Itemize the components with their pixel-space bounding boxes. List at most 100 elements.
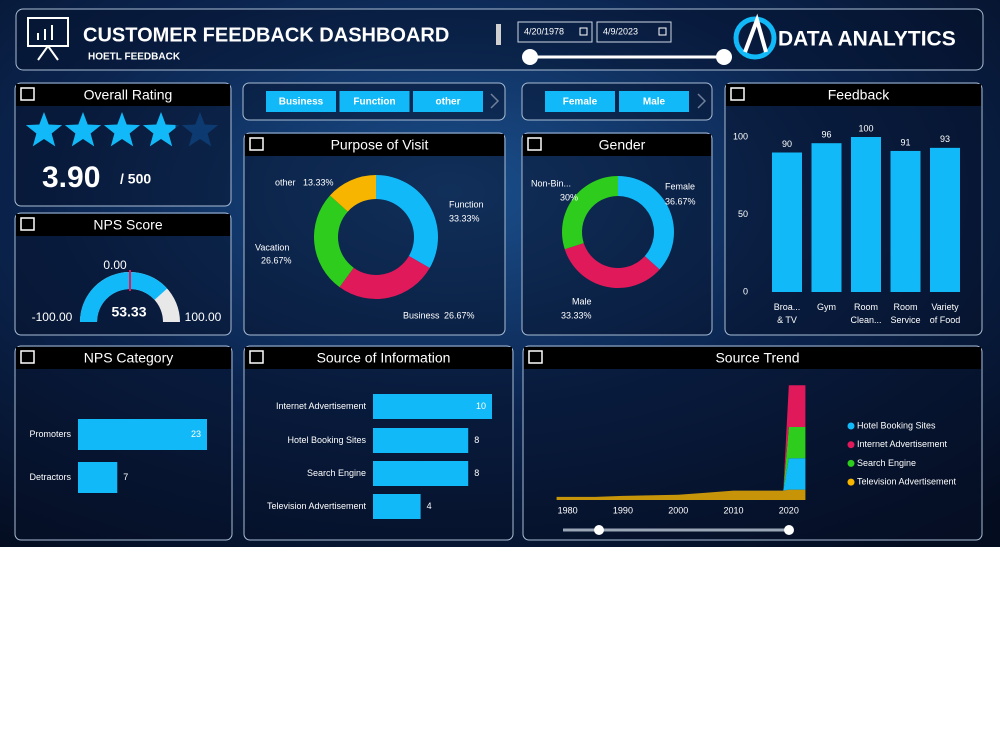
y-tick-label: 0 (743, 286, 748, 296)
donut-value-label: 30% (560, 192, 578, 202)
panel-title: Source Trend (715, 350, 799, 366)
calendar-icon[interactable] (658, 27, 667, 36)
legend-dot (847, 459, 855, 467)
bar-value-label: 96 (821, 130, 831, 140)
bar (930, 147, 960, 292)
brand-name: DATA ANALYTICS (778, 28, 956, 51)
bar (78, 462, 118, 493)
bar (890, 150, 921, 292)
panel-header (245, 134, 504, 156)
date-to[interactable]: 4/9/2023 (603, 26, 638, 36)
slicer-button-label[interactable]: other (436, 97, 461, 108)
legend-dot (847, 478, 855, 486)
category-label: Hotel Booking Sites (287, 435, 366, 445)
slicer-button-label[interactable]: Male (643, 97, 666, 108)
x-tick-label: 2000 (668, 505, 688, 515)
panel (243, 132, 506, 336)
slicer-button-label[interactable]: Female (563, 97, 598, 108)
x-tick-label: 1980 (558, 505, 578, 515)
calendar-icon[interactable] (579, 27, 588, 36)
rating-star (181, 112, 219, 147)
date-from-box[interactable] (517, 21, 593, 43)
bar (851, 137, 881, 292)
x-tick-label: 2010 (724, 505, 744, 515)
donut-slice (564, 243, 660, 288)
donut-value-label: 33.33% (449, 213, 480, 223)
y-tick-label: 100 (733, 131, 748, 141)
area (556, 489, 806, 500)
presentation-icon (27, 17, 69, 61)
x-tick-label: 1990 (613, 505, 633, 515)
dashboard: CUSTOMER FEEDBACK DASHBOARD HOETL FEEDBA… (0, 0, 1000, 547)
date-to-box[interactable] (596, 21, 672, 43)
bar-value-label: 8 (474, 468, 479, 478)
bar-value-label: 91 (900, 137, 910, 147)
panel-icon (249, 350, 264, 364)
slicer-button-label[interactable]: Business (279, 97, 324, 108)
panel (521, 132, 713, 336)
gauge-min-label: -100.00 (32, 310, 73, 324)
slicer-button[interactable] (545, 91, 615, 112)
donut-label: Function (449, 199, 484, 209)
rating-value: 3.90 (42, 161, 100, 194)
slicer-arrow[interactable] (490, 93, 500, 109)
slicer-button-label[interactable]: Function (353, 97, 395, 108)
panel-header (16, 214, 230, 236)
donut-slice (376, 175, 438, 268)
panel-title: NPS Score (93, 217, 162, 233)
rating-star (142, 112, 180, 147)
slicer-button[interactable] (266, 91, 336, 112)
x-tick-label: Broa... & TV (774, 302, 801, 325)
bar-value-label: 100 (858, 123, 873, 133)
slicer-button[interactable] (413, 91, 483, 112)
dashboard-subtitle: HOETL FEEDBACK (88, 52, 181, 63)
donut-slice (339, 255, 430, 299)
legend-label: Internet Advertisement (857, 439, 948, 449)
category-label: Search Engine (307, 468, 366, 478)
slicer-button[interactable] (619, 91, 689, 112)
panel-title: Source of Information (317, 350, 451, 366)
legend-dot (847, 422, 855, 430)
date-from[interactable]: 4/20/1978 (524, 26, 564, 36)
range-slider-knob[interactable] (594, 525, 604, 535)
panel-title: Gender (599, 137, 646, 153)
donut-slice (314, 195, 354, 288)
dashboard-title: CUSTOMER FEEDBACK DASHBOARD (83, 24, 449, 46)
range-slider-knob[interactable] (784, 525, 794, 535)
panel-icon (20, 87, 35, 101)
y-tick-label: 50 (738, 209, 748, 219)
panel-header (16, 84, 230, 106)
slicer-button[interactable] (339, 91, 410, 112)
date-slider-knob[interactable] (522, 49, 538, 65)
date-slider-knob[interactable] (716, 49, 732, 65)
donut-value-label: 13.33% (303, 177, 334, 187)
bar (373, 461, 469, 486)
panel-header (726, 84, 981, 106)
category-label: Television Advertisement (267, 501, 367, 511)
bar-value-label: 7 (123, 472, 128, 482)
bar (373, 428, 469, 453)
bar (373, 394, 492, 419)
bar-value-label: 8 (474, 435, 479, 445)
bar-value-label: 23 (191, 429, 201, 439)
gauge-value: 53.33 (111, 304, 146, 320)
legend-label: Television Advertisement (857, 476, 957, 486)
bar (772, 152, 802, 292)
panel (522, 345, 983, 541)
donut-label: Female (665, 181, 695, 191)
bar (373, 494, 421, 519)
bar-value-label: 93 (940, 134, 950, 144)
rating-out-of: / 500 (120, 171, 151, 187)
donut-label: Business (403, 310, 440, 320)
panel (14, 82, 232, 207)
donut-slice (329, 175, 376, 212)
panel-icon (20, 350, 35, 364)
donut-slice (618, 176, 675, 270)
bar (78, 419, 207, 450)
slicer-arrow[interactable] (697, 93, 707, 109)
x-tick-label: Gym (817, 302, 836, 312)
panel-header (16, 347, 231, 369)
gauge-max-label: 100.00 (185, 310, 222, 324)
category-label: Internet Advertisement (276, 401, 367, 411)
donut-slice (562, 176, 618, 250)
